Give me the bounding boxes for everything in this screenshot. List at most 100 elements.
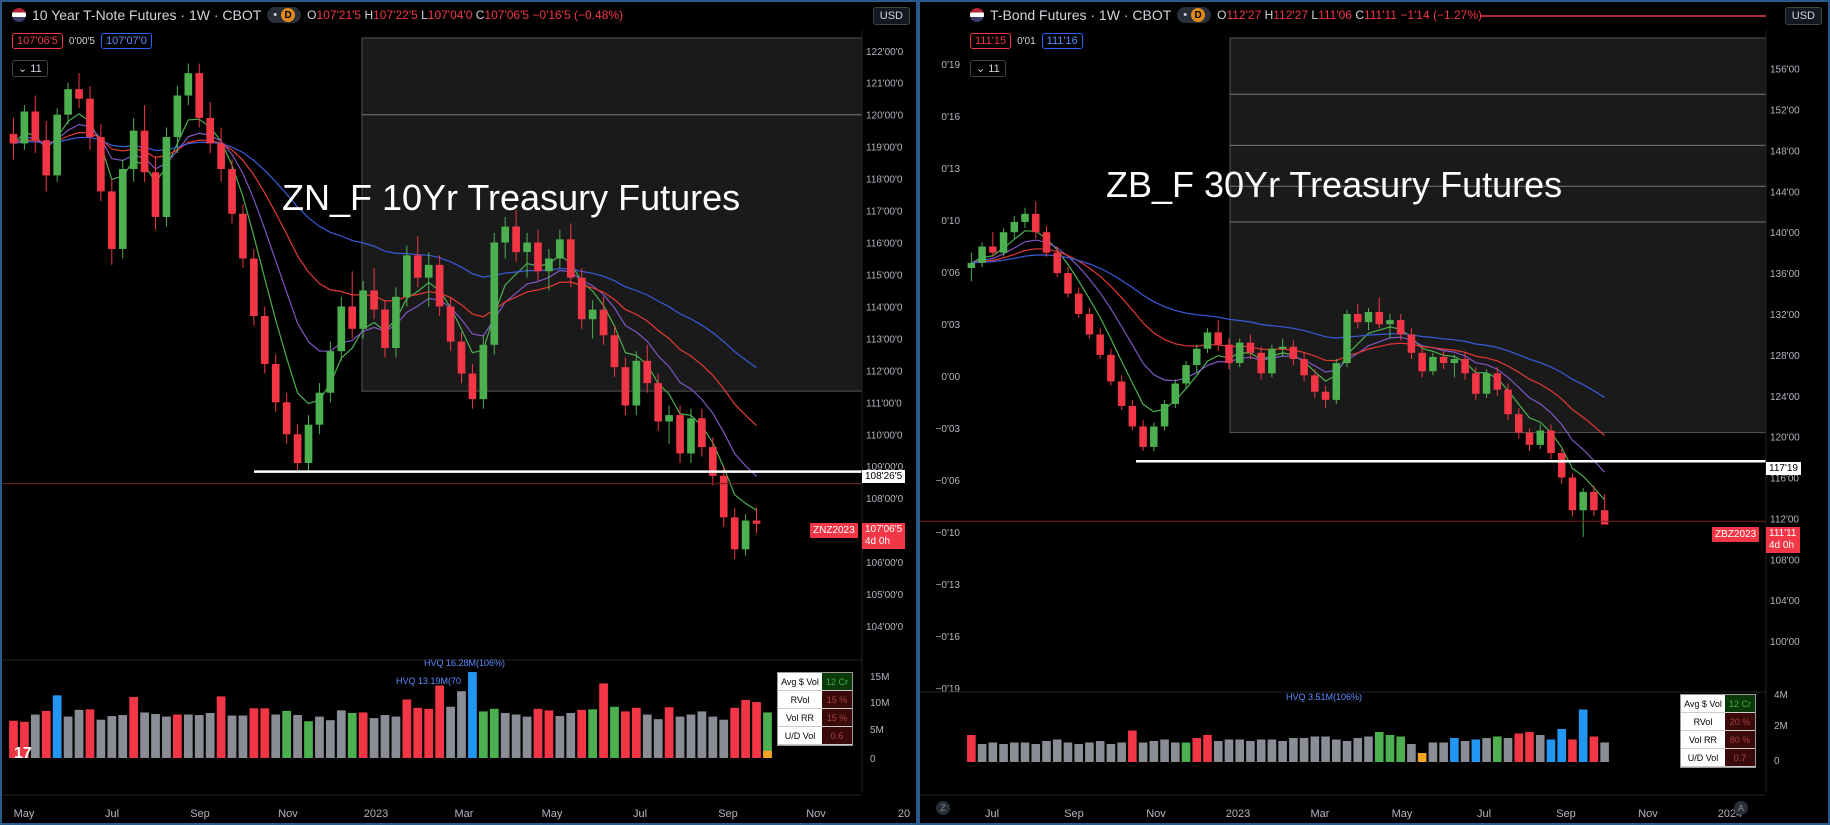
candle-body <box>1107 354 1115 382</box>
y-tick-label: 100'00 <box>1770 637 1800 648</box>
candle-body <box>1128 406 1137 427</box>
volume-bar <box>140 712 149 758</box>
volume-bar <box>1095 741 1105 762</box>
volume-bar <box>74 709 84 758</box>
volume-bar <box>1374 732 1384 762</box>
candle-body <box>1042 232 1051 253</box>
hvq-label: HVQ 16.28M(106%) <box>424 658 505 668</box>
x-tick-label: Sep <box>1064 808 1084 820</box>
x-tick-label: 2023 <box>1226 808 1250 820</box>
candle-body <box>1396 320 1405 335</box>
candle-body <box>632 360 641 406</box>
candle-body <box>643 360 652 384</box>
candle-body <box>566 239 575 278</box>
x-tick-label: Mar <box>455 808 474 820</box>
candle-body <box>1300 358 1308 376</box>
candle-body <box>1321 391 1330 400</box>
volume-bar <box>719 719 729 758</box>
candle-body <box>250 258 258 317</box>
zn-chart-canvas[interactable]: 122'00'0 121'00'0 120'00'0 119'00'0 118'00'0… <box>2 2 918 825</box>
volume-bar <box>489 708 499 758</box>
volume-bar <box>173 714 182 758</box>
x-tick-label: Sep <box>190 808 210 820</box>
left-sell-button[interactable]: 107'06'5 <box>12 33 63 49</box>
volume-bar <box>1353 738 1363 762</box>
auto-scale-icon[interactable]: A <box>1734 801 1748 815</box>
right-chart-annotation[interactable]: ZB_F 30Yr Treasury Futures <box>1106 164 1563 205</box>
volume-bar <box>599 683 608 758</box>
candle-body <box>413 255 422 278</box>
volume-bar <box>1031 744 1041 762</box>
right-chart-panel[interactable]: 156'00 152'00 148'00 144'00 140'00 136'00 132'… <box>918 0 1830 825</box>
candle-body <box>1375 311 1383 325</box>
left-indicators-toggle[interactable]: ⌄ 11 <box>12 60 48 77</box>
candle-body <box>1450 358 1459 364</box>
volume-bar <box>107 716 117 758</box>
stat-row: Vol RR 80 % <box>1681 731 1755 749</box>
right-indicators-toggle[interactable]: ⌄ 11 <box>970 60 1006 77</box>
volume-bar <box>999 744 1008 762</box>
candle-body <box>730 517 739 550</box>
x-tick-label: Jul <box>985 808 999 820</box>
y-tick-label: 128'00 <box>1770 351 1800 362</box>
right-currency-button[interactable]: USD <box>1784 7 1822 25</box>
right-indicator-pill[interactable]: • D <box>1177 7 1212 23</box>
candle-body <box>698 418 706 448</box>
left-chart-panel[interactable]: 122'00'0 121'00'0 120'00'0 119'00'0 118'00'0… <box>0 0 918 825</box>
candle-body <box>403 255 411 297</box>
y-tick-label: 114'00'0 <box>866 302 903 313</box>
volume-bar <box>708 716 718 758</box>
us-flag-icon <box>970 8 984 22</box>
left-currency-button[interactable]: USD <box>872 7 910 25</box>
right-volume-stats-table: Avg $ Vol 12 Cr RVol 20 % Vol RR 80 % U/D V… <box>1680 694 1756 768</box>
candle-body <box>151 172 160 217</box>
hvq-label: HVQ 3.51M(106%) <box>1286 692 1362 702</box>
volume-bar <box>1493 736 1502 762</box>
zoom-reset-icon[interactable]: Z <box>936 801 950 815</box>
left-buy-button[interactable]: 107'07'0 <box>100 33 152 49</box>
candle-body <box>1343 314 1351 364</box>
right-sell-button[interactable]: 111'15 <box>970 33 1012 49</box>
volume-bar <box>1224 739 1234 762</box>
volume-tick-label: 0 <box>1774 756 1780 767</box>
stat-row: RVol 20 % <box>1681 713 1755 731</box>
volume-bar <box>1525 732 1534 762</box>
candle-body <box>107 191 116 249</box>
volume-tick-label: 0 <box>870 754 876 765</box>
volume-bar <box>9 720 18 758</box>
candle-body <box>523 242 531 253</box>
right-level-label: 117'19 <box>1766 462 1801 475</box>
left-indicator-pill[interactable]: • D <box>267 7 302 23</box>
y-tick-label: 112'00 <box>1770 514 1799 525</box>
volume-bar <box>282 710 292 758</box>
volume-bar <box>1042 741 1051 762</box>
us-flag-icon <box>12 8 26 22</box>
volume-bar <box>1235 739 1244 762</box>
candle-body <box>490 242 499 345</box>
candle-body <box>239 213 247 259</box>
volume-bar <box>249 708 259 758</box>
volume-bar <box>358 712 368 758</box>
volume-bar <box>52 695 62 758</box>
right-buy-button[interactable]: 111'16 <box>1041 33 1083 49</box>
right-symbol-title[interactable]: T-Bond Futures · 1W · CBOT <box>990 7 1172 23</box>
left-chart-annotation[interactable]: ZN_F 10Yr Treasury Futures <box>282 177 741 218</box>
candle-body <box>1235 342 1244 364</box>
candle-body <box>621 367 630 406</box>
right-symbol-tag: ZBZ2023 <box>1712 527 1760 542</box>
candle-body <box>217 143 225 170</box>
volume-bar <box>1332 739 1341 762</box>
candle-body <box>556 239 564 259</box>
y-tick-label: 119'00'0 <box>866 143 903 154</box>
x-tick-label: May <box>14 808 35 820</box>
candle-body <box>129 130 138 170</box>
candle-body <box>1214 332 1222 345</box>
y-tick-label-left: 0'03 <box>941 320 960 331</box>
zb-chart-canvas[interactable]: 156'00 152'00 148'00 144'00 140'00 136'00 132'… <box>920 2 1830 825</box>
x-tick-label: Sep <box>1556 808 1576 820</box>
candle-body <box>1225 344 1233 364</box>
tradingview-logo-icon[interactable]: 17 <box>14 745 32 762</box>
left-symbol-title[interactable]: 10 Year T-Note Futures · 1W · CBOT <box>32 7 262 23</box>
candle-body <box>1150 426 1158 447</box>
volume-bar <box>446 706 455 758</box>
